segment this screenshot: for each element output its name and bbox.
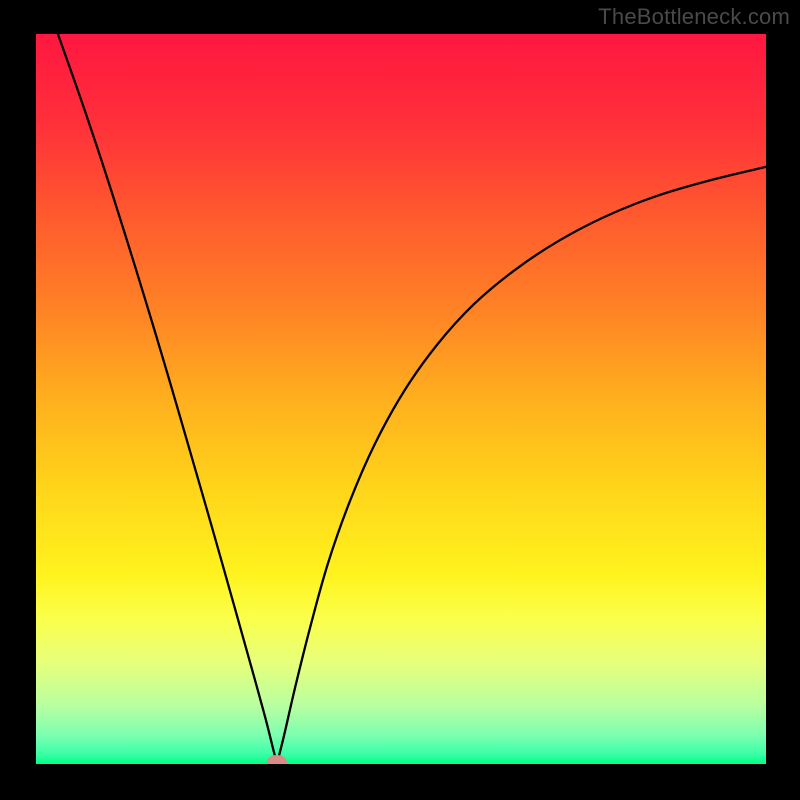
bottleneck-curve (58, 34, 766, 764)
curve-overlay (36, 34, 766, 764)
bottleneck-marker (267, 755, 287, 764)
plot-area (36, 34, 766, 764)
watermark-text: TheBottleneck.com (598, 4, 790, 30)
chart-container: TheBottleneck.com (0, 0, 800, 800)
